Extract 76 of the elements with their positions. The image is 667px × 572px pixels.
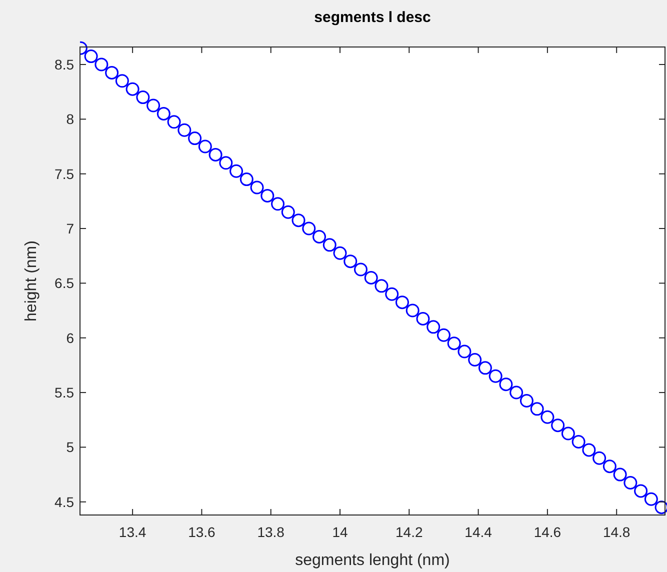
chart-title: segments l desc bbox=[314, 9, 431, 26]
point bbox=[426, 320, 440, 334]
point bbox=[292, 214, 306, 228]
point bbox=[126, 82, 140, 96]
point bbox=[530, 402, 544, 416]
point bbox=[167, 115, 181, 129]
point bbox=[219, 156, 233, 170]
y-tick-label: 6 bbox=[66, 330, 74, 346]
point bbox=[281, 205, 295, 219]
point bbox=[374, 279, 388, 293]
point bbox=[146, 98, 160, 112]
x-tick-label: 13.4 bbox=[118, 524, 146, 540]
point bbox=[499, 378, 513, 392]
point bbox=[115, 74, 129, 88]
point bbox=[582, 443, 596, 457]
point bbox=[395, 296, 409, 310]
point bbox=[208, 148, 222, 162]
point bbox=[447, 336, 461, 350]
y-tick-label: 5.5 bbox=[54, 384, 74, 401]
point bbox=[488, 369, 502, 383]
x-tick-label: 14.8 bbox=[602, 524, 630, 540]
point bbox=[602, 460, 616, 474]
y-tick-label: 8.5 bbox=[54, 56, 74, 72]
point bbox=[302, 222, 316, 236]
point bbox=[105, 66, 119, 80]
y-tick-label: 5 bbox=[66, 439, 74, 456]
point bbox=[271, 197, 285, 211]
point bbox=[354, 262, 368, 276]
point bbox=[520, 394, 534, 408]
point bbox=[94, 58, 108, 72]
point bbox=[178, 123, 192, 137]
x-tick-label: 14.6 bbox=[534, 524, 562, 540]
point bbox=[561, 426, 575, 440]
point bbox=[156, 106, 170, 120]
point bbox=[540, 410, 554, 424]
x-tick-label: 13.6 bbox=[188, 524, 216, 540]
point bbox=[478, 361, 492, 375]
y-tick-label: 8 bbox=[66, 111, 74, 128]
point bbox=[333, 246, 347, 260]
point bbox=[198, 140, 212, 154]
x-axis-title: segments lenght (nm) bbox=[295, 552, 450, 569]
point bbox=[468, 352, 482, 366]
point bbox=[624, 476, 638, 490]
point bbox=[654, 500, 667, 514]
point bbox=[364, 270, 378, 284]
y-tick-label: 7.5 bbox=[54, 166, 74, 182]
point bbox=[416, 312, 430, 326]
point bbox=[510, 386, 524, 400]
point bbox=[84, 50, 98, 64]
point bbox=[230, 164, 244, 178]
x-tick-label: 14.4 bbox=[464, 524, 492, 540]
point bbox=[406, 304, 420, 318]
point bbox=[551, 418, 565, 432]
point bbox=[322, 238, 336, 252]
point bbox=[250, 180, 264, 194]
point bbox=[188, 132, 202, 146]
point bbox=[613, 468, 627, 482]
point bbox=[136, 90, 150, 104]
point bbox=[344, 254, 358, 268]
point bbox=[572, 434, 586, 448]
y-tick-label: 6.5 bbox=[54, 275, 74, 292]
y-tick-label: 7 bbox=[66, 220, 74, 237]
point bbox=[312, 230, 326, 244]
point bbox=[436, 328, 450, 342]
point bbox=[385, 287, 399, 301]
x-tick-label: 13.8 bbox=[257, 524, 285, 540]
x-tick-label: 14 bbox=[332, 524, 348, 540]
y-axis-title: height (nm) bbox=[23, 240, 40, 322]
point bbox=[644, 492, 658, 506]
point bbox=[592, 451, 606, 465]
point bbox=[458, 344, 472, 358]
x-tick-label: 14.2 bbox=[396, 524, 423, 540]
y-tick-label: 4.5 bbox=[54, 494, 74, 510]
point bbox=[260, 188, 274, 202]
point bbox=[634, 484, 648, 498]
point bbox=[240, 172, 254, 186]
